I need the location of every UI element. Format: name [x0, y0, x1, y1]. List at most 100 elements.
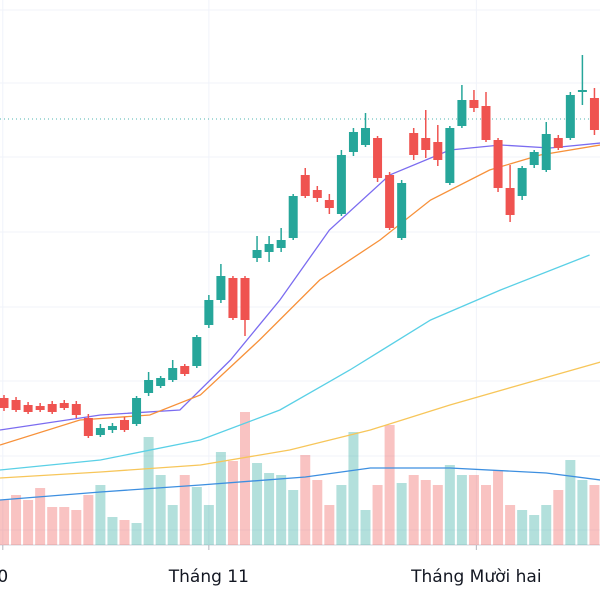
- volume-bar: [360, 510, 371, 545]
- candle-body: [493, 140, 503, 188]
- candle-body: [192, 337, 202, 366]
- candle-body: [445, 128, 455, 183]
- candle-body: [565, 95, 575, 138]
- candle-body: [361, 128, 370, 145]
- candle-body: [397, 183, 407, 238]
- candle-body: [264, 244, 274, 252]
- volume-bar: [107, 517, 118, 545]
- candle-body: [180, 366, 190, 374]
- volume-bar: [372, 485, 383, 545]
- volume-bar: [396, 483, 407, 545]
- candle-body: [59, 403, 69, 408]
- volume-bar: [95, 485, 106, 545]
- volume-bar: [493, 470, 504, 545]
- candle-body: [577, 90, 587, 92]
- volume-bar: [589, 485, 600, 545]
- volume-bar: [71, 510, 82, 545]
- volume-bar: [143, 437, 154, 545]
- volume-bar: [481, 485, 491, 545]
- volume-bar: [215, 452, 226, 545]
- volume-bar: [336, 485, 347, 545]
- candle-body: [120, 420, 129, 430]
- volume-bar: [191, 487, 202, 545]
- volume-bar: [300, 455, 311, 545]
- candle-body: [336, 155, 346, 214]
- volume-bar: [227, 461, 238, 545]
- candle-body: [0, 398, 9, 408]
- volume-bar: [553, 490, 564, 545]
- candle-body: [35, 406, 45, 410]
- candle-body: [95, 428, 105, 435]
- moving-average-line: [0, 254, 590, 471]
- candle-body: [300, 175, 310, 196]
- volume-bar: [11, 495, 22, 545]
- candle-body: [11, 400, 21, 410]
- candle-body: [240, 278, 250, 320]
- candle-body: [385, 175, 395, 228]
- candle-body: [312, 190, 322, 198]
- x-tick-label: Tháng 11: [168, 567, 249, 587]
- volume-bar: [47, 507, 58, 545]
- x-tick-label: 0: [0, 567, 8, 587]
- candle-body: [228, 278, 238, 318]
- candle-body: [348, 132, 358, 152]
- volume-bar: [288, 490, 299, 545]
- volume-bar: [59, 507, 70, 545]
- volume-bar: [541, 505, 552, 545]
- x-tick-label: Tháng Mười hai: [410, 567, 541, 587]
- candle-body: [373, 138, 383, 178]
- moving-average-line: [0, 142, 600, 431]
- candle-body: [421, 138, 431, 150]
- candle-body: [481, 106, 491, 140]
- candle-body: [23, 405, 33, 412]
- candle-body: [132, 398, 142, 424]
- moving-average-line: [0, 467, 600, 501]
- candle-body: [469, 100, 479, 108]
- volume-bar: [264, 473, 275, 545]
- candle-body: [168, 368, 178, 380]
- volume-bar: [468, 475, 479, 545]
- candle-body: [517, 168, 527, 196]
- candle-body: [589, 98, 599, 130]
- candle-body: [433, 142, 443, 160]
- volume-bar: [432, 485, 443, 545]
- candle-body: [457, 100, 467, 126]
- volume-bar: [240, 412, 250, 545]
- volume-bar: [312, 480, 323, 545]
- candle-body: [216, 276, 226, 300]
- volume-bar: [324, 505, 335, 545]
- volume-bar: [384, 425, 395, 545]
- volume-bar: [203, 505, 214, 545]
- volume-bar: [444, 465, 455, 545]
- candle-body: [83, 418, 93, 436]
- volume-bar: [35, 488, 46, 545]
- volume-bar: [83, 495, 94, 545]
- volume-bar: [179, 475, 190, 545]
- moving-average-line: [0, 144, 600, 446]
- candle-body: [47, 404, 57, 412]
- volume-bar: [167, 505, 178, 545]
- volume-bar: [0, 500, 9, 545]
- volume-bar: [408, 475, 419, 545]
- candle-body: [71, 404, 81, 415]
- candle-body: [107, 426, 117, 430]
- candle-body: [252, 250, 262, 258]
- volume-bar: [517, 510, 528, 545]
- moving-average-line: [0, 361, 600, 479]
- candle-body: [541, 134, 551, 170]
- candle-body: [204, 300, 214, 325]
- volume-bar: [456, 475, 467, 545]
- volume-bar: [252, 463, 263, 545]
- volume-bar: [155, 475, 166, 545]
- candle-body: [529, 152, 539, 165]
- candle-body: [288, 196, 298, 238]
- volume-bar: [131, 523, 142, 545]
- volume-bar: [420, 480, 431, 545]
- candle-body: [409, 133, 419, 155]
- volume-bar: [577, 480, 588, 545]
- volume-bar: [348, 432, 359, 545]
- candle-body: [156, 378, 166, 386]
- volume-bar: [276, 475, 287, 545]
- volume-bar: [119, 520, 130, 545]
